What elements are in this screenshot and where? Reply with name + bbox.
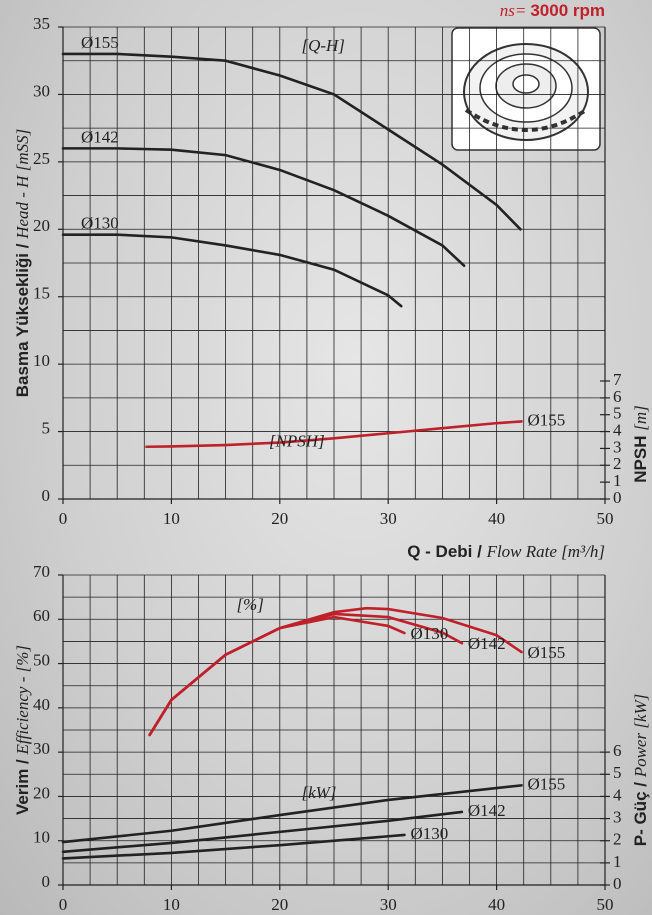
x-tick-label: 0 (59, 509, 68, 528)
series-label: Ø142 (81, 127, 119, 146)
y-axis-label-bold: Basma Yüksekliği / (13, 239, 32, 397)
y-tick-label: 30 (33, 81, 50, 100)
series-line (61, 833, 406, 860)
y2-tick-label: 5 (613, 404, 622, 423)
y2-tick-label: 5 (613, 763, 622, 782)
y2-tick-label: 0 (613, 874, 622, 893)
y-axis-label: Basma Yüksekliği / Head - H [mSS] (13, 129, 33, 397)
y-tick-label: 50 (33, 650, 50, 669)
series-line (145, 420, 523, 449)
x-tick-label: 10 (163, 895, 180, 914)
x-tick-label: 30 (380, 895, 397, 914)
x-tick-label: 40 (488, 895, 505, 914)
y2-tick-label: 2 (613, 830, 622, 849)
y-axis-label-italic: Efficiency - [%] (13, 645, 32, 756)
ns-label: ns= (500, 1, 527, 20)
y-tick-label: 70 (33, 562, 50, 581)
annotation: [NPSH] (269, 431, 325, 450)
y2-tick-label: 6 (613, 741, 622, 760)
y-tick-label: 40 (33, 695, 50, 714)
annotation: [%] (236, 595, 263, 614)
x-tick-label: 50 (597, 895, 614, 914)
x-tick-label: 0 (59, 895, 68, 914)
series-label: Ø130 (410, 824, 448, 843)
series-line (61, 810, 464, 854)
y2-tick-label: 6 (613, 387, 622, 406)
series-line (61, 52, 522, 231)
y-tick-label: 15 (33, 284, 50, 303)
x-tick-label: 10 (163, 509, 180, 528)
x-axis-label: Q - Debi / Flow Rate [m³/h] (407, 542, 605, 562)
y-tick-label: 10 (33, 828, 50, 847)
series-label: Ø155 (81, 33, 119, 52)
y-tick-label: 60 (33, 606, 50, 625)
y2-axis-label: P- Güç / Power [kW] (631, 694, 651, 847)
y-axis-label: Verim / Efficiency - [%] (13, 645, 33, 815)
y-tick-label: 30 (33, 739, 50, 758)
y2-axis-label-bold: NPSH (631, 431, 650, 483)
impeller-image (451, 27, 601, 151)
y-tick-label: 20 (33, 783, 50, 802)
series-line (148, 615, 406, 737)
series-line (61, 784, 523, 844)
y2-tick-label: 2 (613, 454, 622, 473)
x-tick-label: 50 (597, 509, 614, 528)
x-tick-label: 30 (380, 509, 397, 528)
series-line (61, 147, 466, 267)
series-label: Ø130 (410, 624, 448, 643)
y-tick-label: 10 (33, 351, 50, 370)
y2-tick-label: 0 (613, 488, 622, 507)
series-label: Ø142 (468, 801, 506, 820)
y-axis-label-bold: Verim / (13, 755, 32, 815)
y2-axis-label-italic: [m] (631, 405, 650, 431)
y-tick-label: 5 (42, 418, 51, 437)
series-line (61, 233, 403, 308)
annotation: [kW] (301, 783, 336, 802)
x-tick-label: 40 (488, 509, 505, 528)
y-axis-label-italic: Head - H [mSS] (13, 129, 32, 240)
y2-axis-label: NPSH [m] (631, 405, 651, 482)
series-label: Ø155 (528, 410, 566, 429)
y2-tick-label: 4 (613, 420, 622, 439)
y-tick-label: 35 (33, 14, 50, 33)
y2-tick-label: 1 (613, 852, 622, 871)
series-label: Ø155 (528, 774, 566, 793)
y2-tick-label: 4 (613, 785, 622, 804)
speed-label: ns= 3000 rpm (500, 1, 605, 21)
rpm: 3000 rpm (530, 1, 605, 20)
y-tick-label: 20 (33, 216, 50, 235)
x-tick-label: 20 (271, 509, 288, 528)
series-label: Ø142 (468, 634, 506, 653)
y2-tick-label: 3 (613, 437, 622, 456)
series-label: Ø130 (81, 214, 119, 233)
series-label: Ø155 (528, 643, 566, 662)
y-tick-label: 25 (33, 149, 50, 168)
y-tick-label: 0 (42, 486, 51, 505)
y2-axis-label-bold: P- Güç / (631, 777, 650, 846)
x-axis-label-bold: Q - Debi / (407, 542, 486, 561)
y-tick-label: 0 (42, 872, 51, 891)
x-tick-label: 20 (271, 895, 288, 914)
y2-tick-label: 7 (613, 370, 622, 389)
y2-tick-label: 1 (613, 471, 622, 490)
annotation: [Q-H] (301, 36, 344, 55)
x-axis-label-italic: Flow Rate [m³/h] (486, 542, 605, 561)
y2-axis-label-italic: Power [kW] (631, 694, 650, 779)
y2-tick-label: 3 (613, 807, 622, 826)
